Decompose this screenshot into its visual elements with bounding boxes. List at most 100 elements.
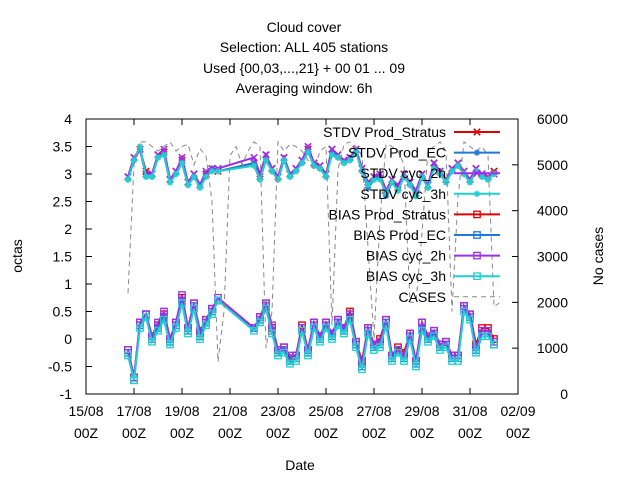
data-point bbox=[430, 165, 438, 172]
y2-tick-label: 5000 bbox=[537, 157, 568, 173]
legend-label: BIAS Prod_Stratus bbox=[328, 206, 446, 222]
data-point bbox=[304, 148, 312, 156]
y2-tick-label: 6000 bbox=[537, 111, 568, 127]
data-point bbox=[340, 329, 348, 338]
x-axis-label: Date bbox=[285, 457, 315, 473]
data-point bbox=[196, 184, 204, 191]
data-point bbox=[190, 304, 198, 313]
y2-tick-label: 3000 bbox=[537, 249, 568, 265]
data-point bbox=[394, 348, 402, 357]
data-point bbox=[442, 337, 450, 346]
data-point bbox=[406, 181, 414, 189]
data-point bbox=[166, 340, 174, 349]
data-point bbox=[460, 307, 468, 316]
data-point bbox=[473, 272, 481, 281]
data-point bbox=[178, 291, 186, 299]
data-point bbox=[388, 179, 396, 186]
data-point bbox=[473, 128, 481, 136]
y-tick-label: 2 bbox=[64, 221, 72, 237]
data-point bbox=[148, 337, 156, 346]
data-point bbox=[328, 145, 336, 154]
x-tick-label-date: 29/08 bbox=[404, 403, 439, 419]
legend-entry: BIAS cyc_2h bbox=[366, 248, 500, 264]
data-point bbox=[473, 149, 481, 156]
data-point bbox=[280, 343, 288, 352]
data-point bbox=[250, 162, 258, 169]
data-point bbox=[376, 176, 384, 183]
x-tick-label-hour: 00Z bbox=[122, 425, 147, 441]
data-point bbox=[292, 168, 300, 175]
data-point bbox=[190, 173, 198, 180]
data-point bbox=[214, 296, 222, 305]
data-point bbox=[334, 321, 342, 330]
y2-tick-label: 0 bbox=[560, 386, 568, 402]
x-tick-label-hour: 00Z bbox=[506, 425, 531, 441]
legend-entry: CASES bbox=[399, 289, 500, 305]
data-point bbox=[142, 313, 150, 321]
legend-label: BIAS Prod_EC bbox=[353, 227, 446, 243]
legend-entry: BIAS Prod_EC bbox=[353, 227, 500, 243]
data-point bbox=[454, 162, 462, 169]
y-tick-label: 4 bbox=[64, 111, 72, 127]
data-point bbox=[328, 335, 336, 343]
data-point bbox=[292, 357, 300, 365]
x-tick-label-date: 15/08 bbox=[68, 403, 103, 419]
y-tick-label: -0.5 bbox=[48, 359, 72, 375]
x-tick-label-hour: 00Z bbox=[170, 425, 195, 441]
series-cases bbox=[127, 140, 501, 362]
legend: STDV Prod_Stratus STDV Prod_EC STDV cyc_2h… bbox=[323, 124, 500, 305]
series-stdv-cyc-3h bbox=[124, 143, 498, 200]
data-point bbox=[412, 362, 420, 371]
x-tick-label-date: 25/08 bbox=[308, 403, 343, 419]
data-point bbox=[430, 159, 438, 167]
y-tick-label: 3.5 bbox=[53, 139, 73, 155]
data-point bbox=[382, 190, 390, 197]
series-line bbox=[127, 140, 501, 362]
legend-entry: STDV cyc_2h bbox=[360, 165, 500, 181]
chart-title: Cloud cover bbox=[266, 19, 342, 35]
data-point bbox=[364, 181, 372, 189]
x-tick-label-date: 23/08 bbox=[260, 403, 295, 419]
data-point bbox=[286, 173, 294, 180]
data-point bbox=[388, 357, 396, 365]
data-point bbox=[304, 142, 312, 151]
data-point bbox=[172, 324, 180, 332]
chart-subtitle-averaging: Averaging window: 6h bbox=[235, 80, 373, 96]
data-point bbox=[430, 332, 438, 341]
y-tick-label: 0.5 bbox=[53, 304, 73, 320]
data-point bbox=[406, 335, 414, 343]
data-point bbox=[448, 168, 456, 175]
data-point bbox=[262, 157, 270, 164]
data-point bbox=[154, 154, 162, 161]
legend-label: BIAS cyc_2h bbox=[366, 248, 446, 264]
chart-subtitle-used: Used {00,03,...,21} + 00 01 ... 09 bbox=[203, 60, 405, 76]
data-point bbox=[178, 299, 186, 308]
y-tick-label: 3 bbox=[64, 166, 72, 182]
data-point bbox=[124, 351, 132, 360]
data-point bbox=[190, 299, 198, 308]
data-point bbox=[256, 176, 264, 183]
data-point bbox=[316, 165, 324, 172]
data-point bbox=[178, 159, 186, 167]
legend-label: STDV cyc_3h bbox=[360, 186, 446, 202]
data-point bbox=[346, 157, 354, 164]
data-point bbox=[478, 173, 486, 180]
data-point bbox=[322, 318, 330, 327]
data-point bbox=[352, 343, 360, 352]
data-point bbox=[196, 335, 204, 343]
data-point bbox=[466, 179, 474, 186]
data-point bbox=[154, 326, 162, 335]
data-point bbox=[334, 315, 342, 324]
y2-tick-label: 1000 bbox=[537, 340, 568, 356]
legend-entry: BIAS cyc_3h bbox=[366, 268, 500, 284]
series-layer bbox=[124, 140, 501, 385]
data-point bbox=[160, 307, 168, 316]
data-point bbox=[394, 187, 402, 194]
y2-axis-label: No cases bbox=[590, 227, 606, 285]
data-point bbox=[352, 148, 360, 156]
data-point bbox=[346, 315, 354, 324]
legend-entry: STDV Prod_Stratus bbox=[323, 124, 500, 140]
data-point bbox=[340, 159, 348, 167]
data-point bbox=[184, 329, 192, 338]
